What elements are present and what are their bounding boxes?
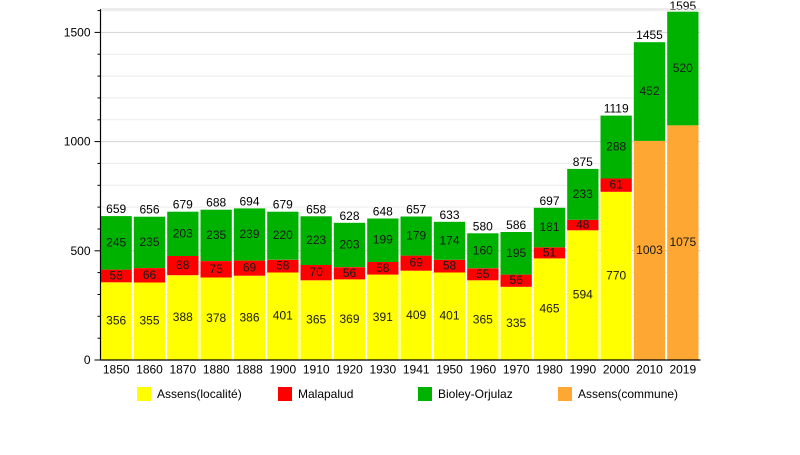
svg-text:388: 388 xyxy=(173,310,193,324)
svg-text:1910: 1910 xyxy=(303,363,330,377)
svg-text:195: 195 xyxy=(506,246,526,260)
svg-text:1500: 1500 xyxy=(64,25,91,39)
svg-text:365: 365 xyxy=(306,313,326,327)
svg-text:1075: 1075 xyxy=(669,235,696,249)
svg-text:58: 58 xyxy=(443,259,457,273)
svg-text:1980: 1980 xyxy=(536,363,563,377)
svg-text:1850: 1850 xyxy=(103,363,130,377)
svg-text:Bioley-Orjulaz: Bioley-Orjulaz xyxy=(438,387,513,401)
svg-text:1000: 1000 xyxy=(64,135,91,149)
svg-text:628: 628 xyxy=(339,209,359,223)
svg-text:70: 70 xyxy=(310,265,324,279)
svg-text:679: 679 xyxy=(173,198,193,212)
svg-text:659: 659 xyxy=(106,202,126,216)
svg-text:697: 697 xyxy=(539,194,559,208)
svg-text:633: 633 xyxy=(439,208,459,222)
svg-text:203: 203 xyxy=(173,226,193,240)
svg-text:355: 355 xyxy=(139,314,159,328)
svg-text:1960: 1960 xyxy=(469,363,496,377)
svg-text:203: 203 xyxy=(339,238,359,252)
svg-text:69: 69 xyxy=(410,256,424,270)
svg-text:520: 520 xyxy=(673,61,693,75)
svg-text:452: 452 xyxy=(639,84,659,98)
svg-text:1595: 1595 xyxy=(669,0,696,13)
svg-text:875: 875 xyxy=(573,155,593,169)
svg-text:2000: 2000 xyxy=(603,363,630,377)
svg-text:58: 58 xyxy=(276,259,290,273)
svg-text:1119: 1119 xyxy=(604,102,629,116)
svg-text:58: 58 xyxy=(110,268,124,282)
svg-text:66: 66 xyxy=(143,268,157,282)
svg-text:0: 0 xyxy=(84,353,91,367)
svg-text:75: 75 xyxy=(210,262,224,276)
svg-text:1920: 1920 xyxy=(336,363,363,377)
svg-text:401: 401 xyxy=(439,309,459,323)
svg-text:356: 356 xyxy=(106,314,126,328)
svg-text:1900: 1900 xyxy=(269,363,296,377)
svg-text:1870: 1870 xyxy=(169,363,196,377)
svg-text:378: 378 xyxy=(206,311,226,325)
svg-text:88: 88 xyxy=(176,258,190,272)
svg-text:409: 409 xyxy=(406,308,426,322)
svg-text:594: 594 xyxy=(573,288,593,302)
svg-text:580: 580 xyxy=(473,219,493,233)
svg-text:239: 239 xyxy=(239,227,259,241)
svg-text:1950: 1950 xyxy=(436,363,463,377)
svg-text:Assens(localité): Assens(localité) xyxy=(157,387,242,401)
svg-text:288: 288 xyxy=(606,140,626,154)
svg-text:2010: 2010 xyxy=(636,363,663,377)
svg-text:1455: 1455 xyxy=(636,28,663,42)
svg-text:179: 179 xyxy=(406,229,426,243)
svg-text:56: 56 xyxy=(343,266,357,280)
svg-text:369: 369 xyxy=(339,312,359,326)
svg-text:55: 55 xyxy=(476,267,490,281)
svg-text:Assens(commune): Assens(commune) xyxy=(578,387,678,401)
svg-text:658: 658 xyxy=(306,202,326,216)
svg-text:1003: 1003 xyxy=(636,243,663,257)
svg-text:1941: 1941 xyxy=(403,363,430,377)
svg-text:174: 174 xyxy=(439,233,459,247)
svg-text:160: 160 xyxy=(473,243,493,257)
svg-text:1888: 1888 xyxy=(236,363,263,377)
svg-text:365: 365 xyxy=(473,313,493,327)
svg-text:69: 69 xyxy=(243,261,257,275)
svg-text:181: 181 xyxy=(539,220,559,234)
svg-text:386: 386 xyxy=(239,310,259,324)
svg-text:401: 401 xyxy=(273,309,293,323)
svg-text:1880: 1880 xyxy=(203,363,230,377)
svg-text:586: 586 xyxy=(506,218,526,232)
svg-text:1970: 1970 xyxy=(503,363,530,377)
svg-text:199: 199 xyxy=(373,233,393,247)
svg-text:500: 500 xyxy=(70,244,90,258)
svg-text:656: 656 xyxy=(139,203,159,217)
svg-text:220: 220 xyxy=(273,228,293,242)
svg-text:51: 51 xyxy=(543,245,557,259)
svg-text:1860: 1860 xyxy=(136,363,163,377)
svg-text:465: 465 xyxy=(539,302,559,316)
svg-text:694: 694 xyxy=(239,194,259,208)
svg-text:1930: 1930 xyxy=(369,363,396,377)
svg-text:235: 235 xyxy=(139,235,159,249)
svg-text:245: 245 xyxy=(106,235,126,249)
svg-text:56: 56 xyxy=(510,273,524,287)
svg-text:335: 335 xyxy=(506,316,526,330)
svg-text:Malapalud: Malapalud xyxy=(298,387,353,401)
svg-text:235: 235 xyxy=(206,228,226,242)
svg-text:648: 648 xyxy=(373,205,393,219)
svg-text:61: 61 xyxy=(610,178,624,192)
svg-text:391: 391 xyxy=(373,310,393,324)
svg-text:223: 223 xyxy=(306,233,326,247)
svg-text:770: 770 xyxy=(606,268,626,282)
svg-text:679: 679 xyxy=(273,198,293,212)
svg-text:233: 233 xyxy=(573,187,593,201)
svg-text:688: 688 xyxy=(206,196,226,210)
svg-text:2019: 2019 xyxy=(669,363,696,377)
svg-text:58: 58 xyxy=(376,261,390,275)
svg-text:1990: 1990 xyxy=(569,363,596,377)
svg-text:657: 657 xyxy=(406,203,426,217)
